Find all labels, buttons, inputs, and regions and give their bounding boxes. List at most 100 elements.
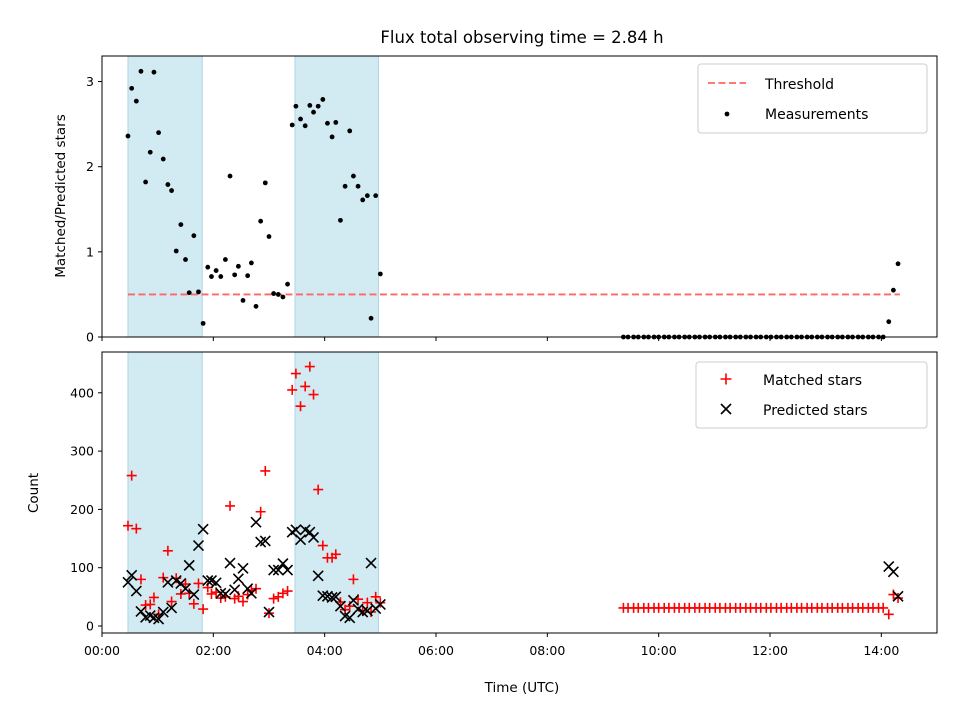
- measurement-point: [377, 271, 383, 277]
- x-tick-label: 12:00: [752, 643, 788, 658]
- matched-stars-point: [878, 602, 889, 613]
- measurement-point: [258, 218, 264, 224]
- measurement-point: [373, 193, 379, 199]
- matched-stars-point: [375, 597, 386, 608]
- predicted-stars-point: [268, 564, 280, 576]
- measurement-point: [325, 120, 330, 126]
- predicted-stars-point: [229, 584, 241, 596]
- matched-stars-point: [317, 540, 328, 551]
- matched-stars-point: [330, 549, 341, 560]
- measurement-point: [262, 180, 268, 186]
- predicted-stars-point: [153, 613, 165, 625]
- top-panel: 0 1 2 3: [86, 55, 938, 345]
- x-tick-label: 04:00: [307, 643, 343, 658]
- measurement-point: [222, 257, 228, 262]
- measurement-point: [235, 263, 241, 269]
- measurement-point: [200, 320, 206, 326]
- predicted-stars-point: [210, 577, 222, 589]
- matched-stars-point: [193, 578, 204, 589]
- measurement-point: [227, 173, 233, 179]
- measurement-point: [280, 294, 286, 300]
- matched-stars-point: [883, 609, 894, 620]
- matched-stars-point: [295, 401, 306, 412]
- measurement-point: [285, 281, 290, 287]
- predicted-stars-point: [224, 557, 236, 569]
- measurement-point: [143, 179, 149, 185]
- measurement-point: [129, 85, 135, 91]
- predicted-stars-point: [344, 612, 356, 624]
- bottom-panel: 0 100 200 300 400 00:00 02:00 04:00 06:00 08:00 10…: [70, 351, 938, 658]
- predicted-stars-point: [135, 605, 147, 617]
- top-axes-frame: [101, 55, 938, 338]
- predicted-stars-point: [192, 539, 205, 552]
- predicted-stars-point: [130, 585, 142, 597]
- measurement-point: [289, 122, 295, 128]
- measurement-point: [178, 222, 184, 228]
- predicted-stars-point: [334, 600, 347, 612]
- measurement-point: [886, 319, 892, 325]
- measurement-point: [151, 69, 157, 75]
- predicted-stars-point: [166, 602, 178, 614]
- bottom-y-tick-label: 300: [70, 444, 94, 459]
- matched-stars-point: [238, 596, 249, 607]
- predicted-stars-point: [317, 590, 329, 602]
- measurement-point: [240, 297, 246, 303]
- x-tick-label: 00:00: [84, 643, 120, 658]
- measurement-point: [302, 123, 308, 129]
- measurement-point: [342, 183, 348, 189]
- matched-stars-point: [344, 601, 355, 612]
- measurement-point: [298, 116, 303, 122]
- measurement-point: [320, 97, 326, 102]
- x-tick-label: 02:00: [195, 643, 231, 658]
- matched-stars-point: [162, 545, 173, 556]
- top-y-axis-label: Matched/Predicted stars: [53, 114, 69, 277]
- matched-stars-point: [362, 597, 373, 608]
- predicted-stars-point: [326, 591, 338, 604]
- x-tick-label: 08:00: [529, 643, 565, 658]
- measurement-point: [351, 173, 356, 179]
- measurement-point: [125, 133, 131, 139]
- measurement-point: [890, 287, 896, 293]
- legend-measurements-label: Measurements: [765, 107, 868, 123]
- predicted-stars-point: [162, 576, 174, 588]
- bottom-legend: Matched stars Predicted stars: [695, 361, 928, 429]
- bottom-y-axis-label: Count: [26, 473, 42, 513]
- measurement-point: [248, 260, 254, 266]
- measurement-point: [213, 268, 219, 273]
- predicted-stars-point: [202, 574, 214, 587]
- measurement-point: [245, 273, 251, 279]
- matched-stars-point: [188, 598, 199, 609]
- predicted-stars-point: [219, 588, 231, 600]
- x-tick-label: 14:00: [863, 643, 899, 658]
- matched-stars-point: [166, 596, 177, 607]
- measurement-point: [293, 103, 299, 109]
- measurement-point: [271, 291, 277, 296]
- measurement-point: [315, 103, 321, 109]
- predicted-stars-point: [330, 591, 342, 603]
- bottom-y-tick-label: 200: [70, 502, 94, 517]
- predicted-stars-point: [157, 606, 169, 618]
- chart-title: Flux total observing time = 2.84 h: [380, 28, 663, 47]
- predicted-stars-point: [294, 534, 307, 546]
- matched-stars-point: [268, 593, 279, 604]
- predicted-stars-point: [365, 557, 377, 569]
- measurement-point: [333, 120, 339, 125]
- bottom-y-tick-label: 100: [70, 560, 94, 575]
- measurement-point: [183, 257, 188, 262]
- matched-stars-point: [122, 520, 133, 531]
- top-y-tick-label: 2: [86, 159, 94, 174]
- predicted-stars-point: [887, 566, 899, 578]
- measurement-point: [895, 261, 901, 267]
- measurement-point: [307, 102, 313, 108]
- legend-predicted-swatch: [720, 403, 732, 415]
- bottom-shaded-interval: [294, 351, 379, 634]
- measurement-point: [329, 134, 335, 140]
- matched-stars-point: [282, 586, 293, 597]
- measurement-point: [364, 193, 370, 199]
- matched-stars-point: [126, 470, 137, 481]
- predicted-stars-point: [361, 605, 373, 617]
- predicted-stars-point: [304, 526, 316, 538]
- measurement-point: [347, 128, 353, 134]
- matched-stars-point: [135, 574, 146, 585]
